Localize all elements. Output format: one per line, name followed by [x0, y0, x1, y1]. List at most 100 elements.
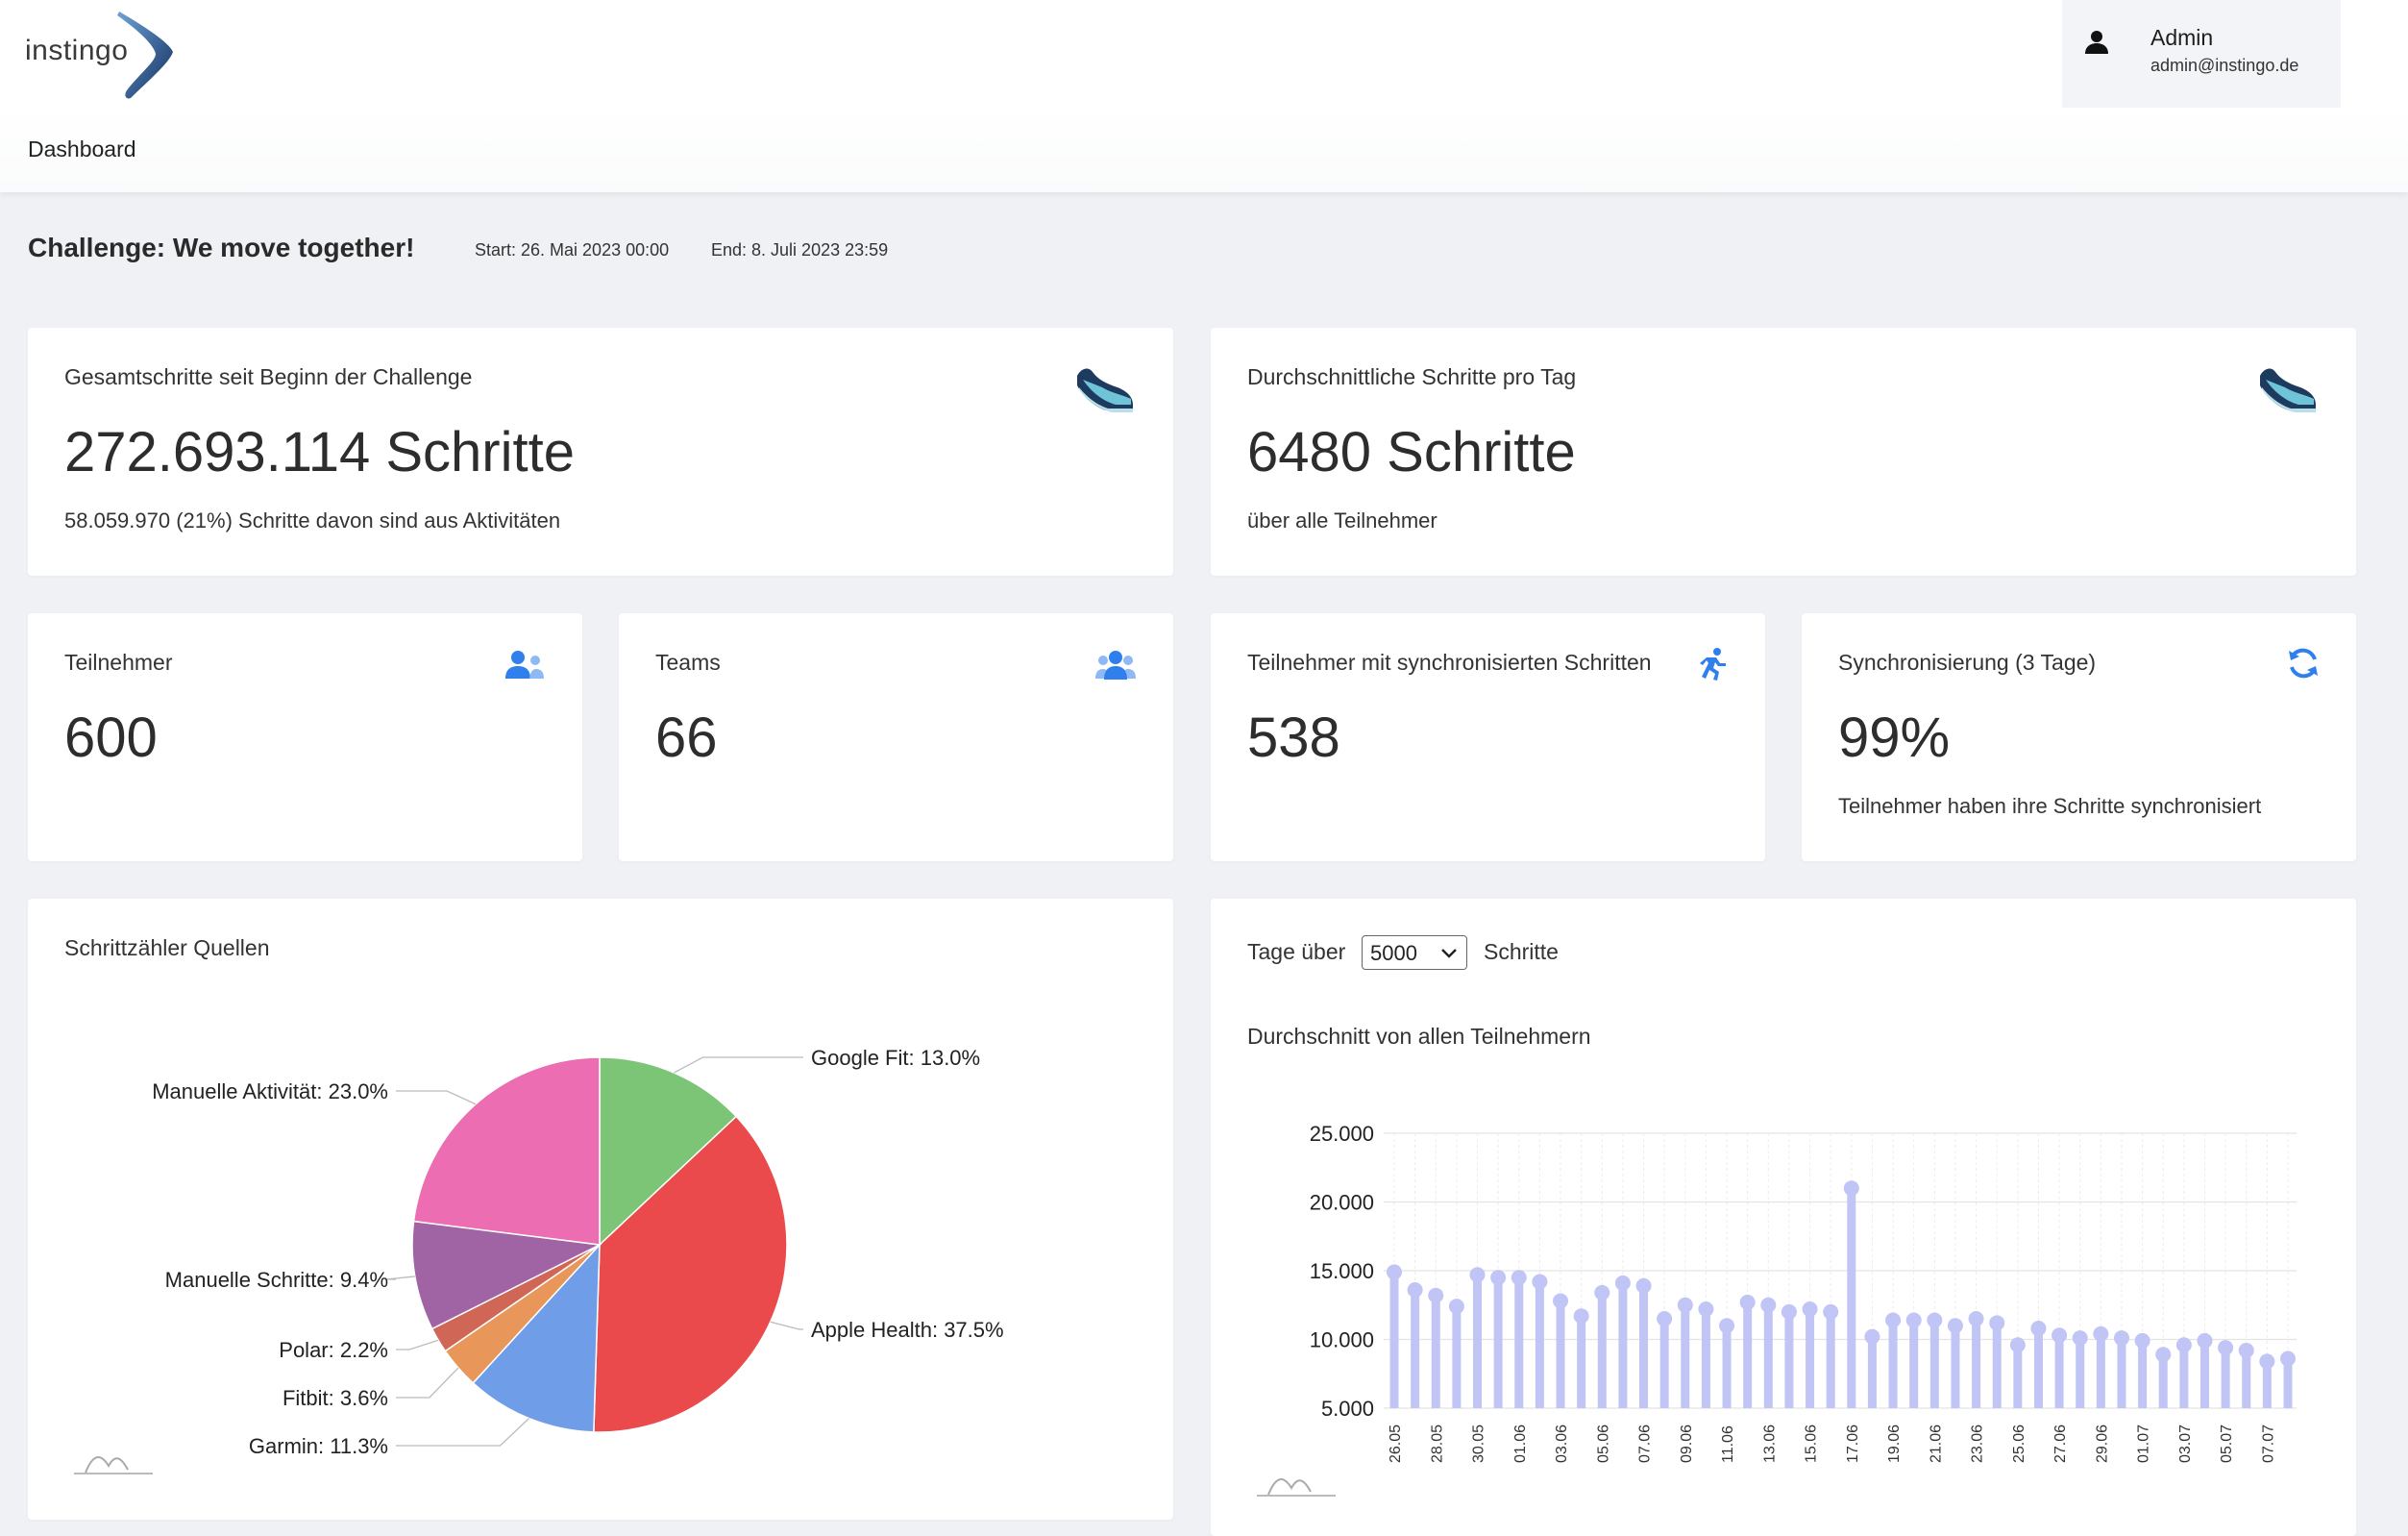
lollipop-stem[interactable]: [2242, 1350, 2251, 1408]
lollipop-point[interactable]: [2009, 1337, 2026, 1353]
nav-dashboard[interactable]: Dashboard: [28, 136, 136, 161]
lollipop-point[interactable]: [2238, 1342, 2254, 1358]
lollipop-stem[interactable]: [2096, 1333, 2105, 1408]
lollipop-point[interactable]: [1739, 1294, 1756, 1310]
lollipop-stem[interactable]: [1556, 1301, 1565, 1408]
lollipop-stem[interactable]: [2076, 1338, 2085, 1408]
lollipop-stem[interactable]: [2033, 1328, 2043, 1408]
lollipop-stem[interactable]: [2179, 1345, 2189, 1408]
lollipop-point[interactable]: [1448, 1299, 1464, 1315]
lollipop-point[interactable]: [2280, 1350, 2296, 1367]
lollipop-stem[interactable]: [2158, 1354, 2168, 1408]
lollipop-point[interactable]: [2052, 1327, 2068, 1344]
lollipop-point[interactable]: [1781, 1303, 1797, 1320]
lollipop-point[interactable]: [1864, 1328, 1880, 1345]
lollipop-point[interactable]: [1760, 1297, 1777, 1313]
lollipop-point[interactable]: [2113, 1330, 2129, 1347]
pie-slice-manuelle-schritte[interactable]: [411, 1220, 602, 1330]
lollipop-point[interactable]: [1553, 1293, 1569, 1309]
lollipop-point[interactable]: [1698, 1301, 1714, 1318]
lollipop-stem[interactable]: [1618, 1282, 1628, 1408]
lollipop-point[interactable]: [1823, 1303, 1839, 1320]
lollipop-point[interactable]: [1573, 1308, 1589, 1325]
lollipop-stem[interactable]: [1577, 1316, 1586, 1408]
lollipop-stem[interactable]: [2117, 1338, 2126, 1408]
lollipop-point[interactable]: [1469, 1267, 1486, 1283]
lollipop-stem[interactable]: [1763, 1304, 1773, 1408]
lollipop-point[interactable]: [1490, 1270, 1507, 1286]
lollipop-stem[interactable]: [1909, 1320, 1919, 1408]
lollipop-stem[interactable]: [1597, 1292, 1607, 1408]
lollipop-stem[interactable]: [1659, 1319, 1669, 1408]
lollipop-point[interactable]: [1989, 1315, 2005, 1331]
lollipop-stem[interactable]: [1452, 1306, 1462, 1408]
lollipop-point[interactable]: [1532, 1274, 1548, 1290]
lollipop-point[interactable]: [1635, 1277, 1652, 1294]
lollipop-stem[interactable]: [1722, 1325, 1732, 1408]
lollipop-stem[interactable]: [1951, 1325, 1960, 1408]
lollipop-point[interactable]: [1614, 1275, 1631, 1291]
chart-export-icon[interactable]: [1257, 1478, 1336, 1497]
chart-export-icon[interactable]: [74, 1456, 153, 1474]
lollipop-stem[interactable]: [1473, 1275, 1483, 1408]
lollipop-stem[interactable]: [1535, 1281, 1544, 1408]
lollipop-stem[interactable]: [1701, 1309, 1710, 1408]
lollipop-stem[interactable]: [1929, 1320, 1939, 1408]
lollipop-stem[interactable]: [1847, 1188, 1856, 1408]
lollipop-stem[interactable]: [2221, 1348, 2230, 1408]
lollipop-point[interactable]: [2072, 1330, 2088, 1347]
lollipop-stem[interactable]: [2262, 1361, 2272, 1408]
lollipop-stem[interactable]: [2013, 1345, 2023, 1408]
lollipop-point[interactable]: [2218, 1340, 2234, 1356]
lollipop-point[interactable]: [1657, 1311, 1673, 1327]
instingo-logo[interactable]: instingo: [25, 8, 179, 100]
lollipop-stem[interactable]: [1784, 1311, 1794, 1408]
lollipop-stem[interactable]: [1806, 1309, 1815, 1408]
pie-label-connector: [396, 1090, 477, 1105]
pie-slice-manuelle-aktivit-t[interactable]: [412, 1056, 601, 1246]
lollipop-stem[interactable]: [1888, 1320, 1898, 1408]
lollipop-stem[interactable]: [1431, 1295, 1440, 1408]
step-threshold-select[interactable]: 5000: [1362, 935, 1467, 970]
user-menu[interactable]: Admin admin@instingo.de: [2062, 0, 2341, 108]
lollipop-stem[interactable]: [1972, 1319, 1981, 1408]
lollipop-stem[interactable]: [2054, 1335, 2064, 1408]
lollipop-point[interactable]: [1387, 1264, 1402, 1280]
lollipop-point[interactable]: [1968, 1311, 1984, 1327]
lollipop-stem[interactable]: [2199, 1340, 2209, 1408]
lollipop-point[interactable]: [1905, 1312, 1922, 1328]
lollipop-point[interactable]: [1677, 1297, 1693, 1313]
lollipop-stem[interactable]: [1411, 1290, 1420, 1408]
lollipop-stem[interactable]: [1639, 1285, 1649, 1408]
lollipop-point[interactable]: [1947, 1318, 1963, 1334]
lollipop-point[interactable]: [1511, 1270, 1527, 1286]
lollipop-point[interactable]: [2175, 1337, 2192, 1353]
lollipop-stem[interactable]: [1826, 1311, 1835, 1408]
lollipop-point[interactable]: [1927, 1312, 1943, 1328]
lollipop-point[interactable]: [1885, 1312, 1902, 1328]
lollipop-point[interactable]: [1407, 1282, 1423, 1299]
lollipop-point[interactable]: [2030, 1321, 2047, 1337]
lollipop-stem[interactable]: [1389, 1272, 1399, 1408]
lollipop-stem[interactable]: [2283, 1358, 2293, 1408]
lollipop-point[interactable]: [2197, 1332, 2213, 1349]
x-tick-label: 19.06: [1886, 1425, 1903, 1463]
lollipop-stem[interactable]: [1867, 1336, 1877, 1408]
lollipop-point[interactable]: [2259, 1353, 2275, 1370]
lollipop-stem[interactable]: [1681, 1304, 1690, 1408]
teams-title: Teams: [655, 650, 721, 675]
lollipop-point[interactable]: [1843, 1180, 1859, 1197]
lollipop-point[interactable]: [1719, 1318, 1735, 1334]
lollipop-stem[interactable]: [1493, 1277, 1503, 1408]
lollipop-point[interactable]: [1594, 1284, 1610, 1301]
lollipop-stem[interactable]: [1992, 1323, 2002, 1408]
lollipop-point[interactable]: [1802, 1301, 1818, 1318]
lollipop-point[interactable]: [2093, 1325, 2109, 1342]
lollipop-point[interactable]: [1428, 1287, 1444, 1303]
chart-subtitle: Durchschnitt von allen Teilnehmern: [1247, 1024, 1591, 1049]
lollipop-stem[interactable]: [1514, 1277, 1524, 1408]
lollipop-stem[interactable]: [2138, 1340, 2148, 1408]
lollipop-point[interactable]: [2134, 1332, 2150, 1349]
lollipop-stem[interactable]: [1743, 1301, 1753, 1408]
lollipop-point[interactable]: [2155, 1347, 2172, 1363]
